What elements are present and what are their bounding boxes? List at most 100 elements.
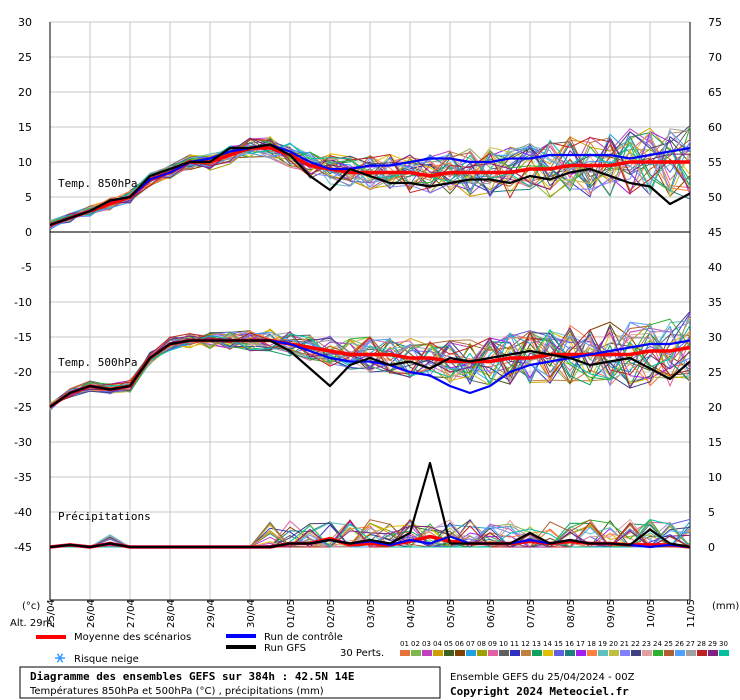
pert-swatch [477,650,487,656]
x-tick-label: 09/05 [606,599,617,628]
panel-label-t850: Temp. 850hPa [58,177,137,190]
pert-swatch [521,650,531,656]
pert-swatch [433,650,443,656]
pert-label: 08 [477,640,486,648]
right-tick-label: 0 [708,541,715,554]
panel-label-precip: Précipitations [58,510,151,523]
legend-control-label: Run de contrôle [264,631,343,643]
right-tick-label: 20 [708,401,722,414]
left-tick-label: -5 [21,261,32,274]
right-unit: (mm) [712,601,739,612]
pert-swatch [532,650,542,656]
left-tick-labels: 30 25 20 15 10 5 0 -5 -10 -15 -20 -25 -30 -35 -40 -45 [14,16,32,554]
left-tick-label: -20 [14,366,32,379]
x-tick-label: 25/04 [46,599,57,628]
member-line [49,328,691,406]
pert-swatch [609,650,619,656]
left-tick-label: 5 [25,191,32,204]
pert-label: 04 [433,640,442,648]
x-tick-label: 29/04 [206,599,217,628]
right-tick-label: 50 [708,191,722,204]
pert-swatch [642,650,652,656]
left-tick-label: 20 [18,86,32,99]
legend-snow-label: Risque neige [74,654,139,665]
snowflake-icon [55,653,65,663]
pert-label: 19 [598,640,607,648]
pert-label: 29 [708,640,717,648]
pert-label: 24 [653,640,662,648]
series-lines [48,143,691,549]
left-tick-label: -40 [14,506,32,519]
right-tick-label: 75 [708,16,722,29]
right-tick-label: 15 [708,436,722,449]
pert-swatch [631,650,641,656]
pert-label: 17 [576,640,585,648]
run-label: Ensemble GEFS du 25/04/2024 - 00Z [450,672,635,683]
pert-swatch [675,650,685,656]
pert-label: 07 [466,640,475,648]
pert-swatch [400,650,410,656]
series-t500 [49,339,691,408]
pert-swatch [411,650,421,656]
pert-swatch [499,650,509,656]
pert-label: 23 [642,640,651,648]
legend-gfs-label: Run GFS [264,643,306,654]
left-tick-label: 30 [18,16,32,29]
pert-label: 18 [587,640,596,648]
series-t850 [49,143,691,227]
member-line [49,328,691,408]
pert-swatch [488,650,498,656]
legend-mean-label: Moyenne des scénarios [74,631,191,643]
member-line [49,325,691,407]
member-line [49,128,691,227]
x-tick-label: 11/05 [686,599,697,628]
pert-label: 21 [620,640,629,648]
perturbation-legend: 01 02 03 04 05 06 07 08 09 10 11 12 13 14 15 16 17 18 19 20… [400,640,729,656]
series-precip [49,461,691,549]
pert-swatch [554,650,564,656]
pert-swatch [543,650,553,656]
member-line [49,136,691,229]
pert-swatch [686,650,696,656]
right-tick-label: 5 [708,506,715,519]
x-tick-label: 28/04 [166,599,177,628]
pert-swatch [466,650,476,656]
left-tick-label: -15 [14,331,32,344]
x-tick-label: 03/05 [366,599,377,628]
left-tick-label: 10 [18,156,32,169]
pert-label: 16 [565,640,574,648]
right-tick-label: 55 [708,156,722,169]
pert-label: 03 [422,640,431,648]
right-tick-label: 10 [708,471,722,484]
pert-label: 22 [631,640,640,648]
x-tick-label: 08/05 [566,599,577,628]
pert-label: 27 [686,640,695,648]
legend-perts-label: 30 Perts. [340,648,384,659]
right-tick-label: 35 [708,296,722,309]
right-tick-label: 70 [708,51,722,64]
x-tick-label: 06/05 [486,599,497,628]
pert-swatch [664,650,674,656]
altitude-label: Alt. 29m [10,618,52,629]
pert-label: 05 [444,640,453,648]
pert-label: 11 [510,640,519,648]
left-tick-label: 25 [18,51,32,64]
pert-label: 02 [411,640,420,648]
pert-swatch [565,650,575,656]
x-tick-label: 05/05 [446,599,457,628]
pert-swatch [510,650,520,656]
axes [49,22,691,601]
pert-swatch [719,650,729,656]
pert-swatch [620,650,630,656]
x-tick-label: 30/04 [246,599,257,628]
pert-swatch [708,650,718,656]
pert-label: 20 [609,640,618,648]
pert-label: 30 [719,640,728,648]
left-tick-label: -45 [14,541,32,554]
chart-title: Diagramme des ensembles GEFS sur 384h : … [30,670,355,683]
right-tick-label: 40 [708,261,722,274]
pert-label: 26 [675,640,684,648]
x-tick-label: 02/05 [326,599,337,628]
x-tick-label: 26/04 [86,599,97,628]
